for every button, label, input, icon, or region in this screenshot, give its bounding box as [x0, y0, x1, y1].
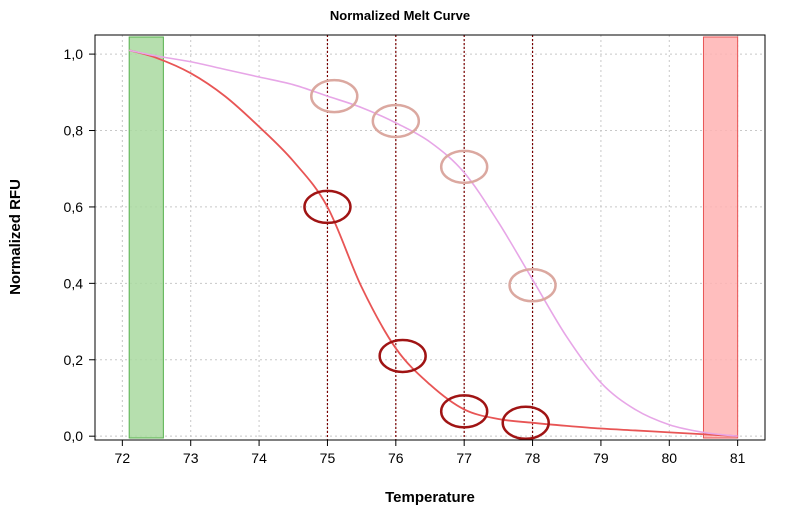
- highlight-region: [702, 36, 739, 439]
- x-tick-label: 75: [320, 450, 336, 466]
- y-tick-label: 0,0: [64, 428, 84, 444]
- x-tick-label: 77: [456, 450, 472, 466]
- y-tick-label: 1,0: [64, 46, 84, 62]
- circle-markers: [303, 78, 557, 441]
- highlight-regions: [128, 36, 739, 439]
- y-tick-label: 0,4: [64, 275, 84, 291]
- x-tick-label: 73: [183, 450, 199, 466]
- chart-title: Normalized Melt Curve: [330, 8, 470, 23]
- y-tick-label: 0,6: [64, 199, 84, 215]
- circle-marker: [303, 189, 352, 225]
- grid-lines: [95, 35, 765, 440]
- curve-series: [128, 49, 738, 438]
- x-tick-label: 80: [661, 450, 677, 466]
- circle-marker: [378, 338, 427, 374]
- circle-marker: [501, 405, 550, 441]
- x-axis-ticks: 72 73 74 75 76 77 78 79 80 81: [115, 440, 746, 466]
- plot-background: [95, 35, 765, 440]
- highlight-region: [128, 36, 164, 439]
- x-tick-label: 79: [593, 450, 609, 466]
- x-tick-label: 72: [115, 450, 131, 466]
- x-tick-label: 78: [525, 450, 541, 466]
- series-line: [129, 49, 738, 437]
- plot-border: [94, 34, 766, 441]
- circle-marker: [508, 268, 557, 303]
- circle-marker: [439, 149, 489, 185]
- y-tick-label: 0,8: [64, 123, 84, 139]
- x-tick-label: 74: [251, 450, 267, 466]
- x-tick-label: 81: [730, 450, 746, 466]
- series-line: [128, 49, 738, 438]
- circle-marker: [371, 103, 421, 139]
- y-axis-label: Normalized RFU: [7, 179, 24, 295]
- circle-marker: [439, 394, 489, 429]
- y-tick-label: 0,2: [64, 352, 84, 368]
- x-axis-label: Temperature: [385, 489, 475, 506]
- x-tick-label: 76: [388, 450, 404, 466]
- circle-marker: [310, 78, 359, 114]
- y-axis-ticks: 0,0 0,2 0,4 0,6 0,8 1,0: [64, 46, 95, 444]
